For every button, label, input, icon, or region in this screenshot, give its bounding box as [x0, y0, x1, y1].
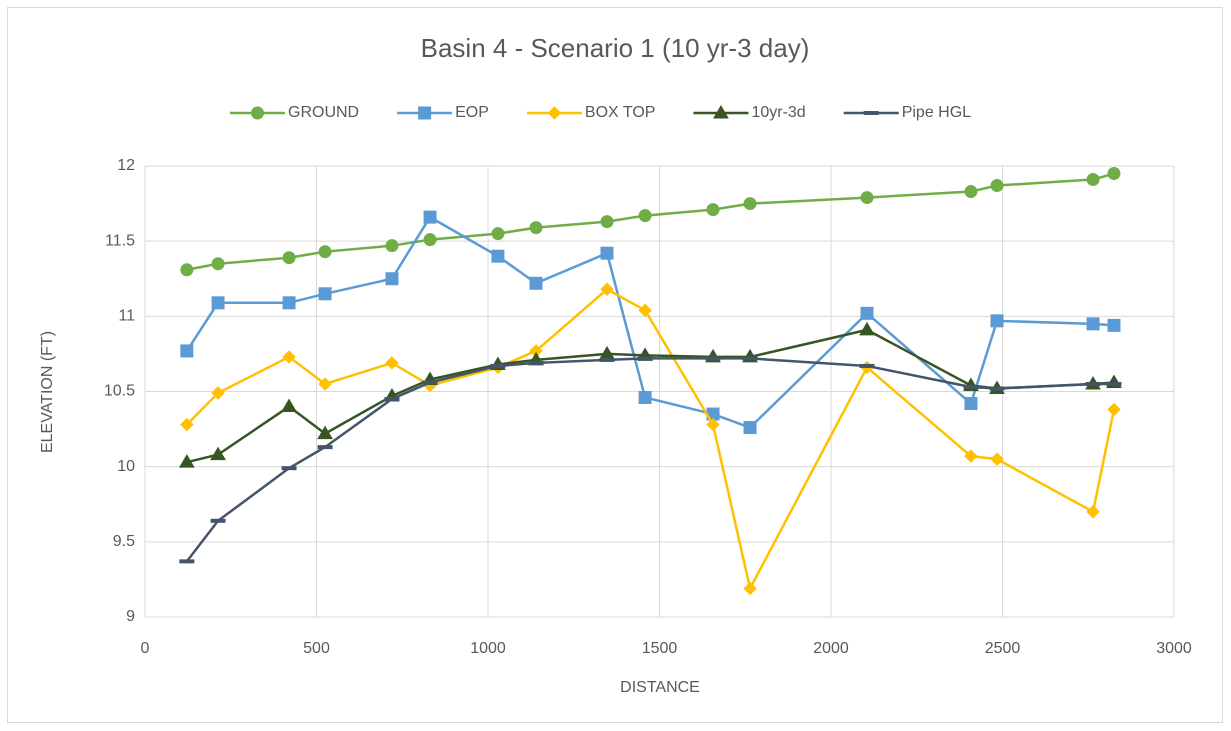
- legend-marker: [418, 106, 432, 120]
- data-point: [491, 227, 505, 241]
- y-tick-label: 12: [117, 157, 135, 174]
- data-point: [180, 344, 194, 358]
- data-point: [178, 454, 195, 468]
- x-tick-label: 1500: [642, 640, 678, 657]
- data-point: [743, 581, 757, 596]
- data-point: [859, 363, 875, 368]
- y-tick-label: 11: [118, 308, 135, 325]
- data-point: [385, 272, 399, 286]
- data-point: [964, 185, 978, 199]
- data-point: [211, 257, 225, 271]
- data-point: [705, 356, 721, 361]
- data-point: [491, 249, 505, 263]
- x-tick-label: 3000: [1156, 640, 1192, 657]
- data-point: [211, 386, 225, 400]
- data-point: [317, 445, 333, 450]
- data-point: [742, 356, 758, 361]
- data-point: [743, 197, 757, 211]
- data-point: [422, 380, 438, 385]
- data-point: [210, 446, 226, 461]
- data-point: [490, 363, 506, 368]
- chart-border: [7, 7, 1223, 723]
- data-point: [1107, 318, 1121, 332]
- data-point: [1085, 381, 1101, 386]
- legend-label: EOP: [455, 104, 489, 121]
- data-point: [964, 397, 978, 411]
- legend-marker: [547, 106, 562, 120]
- data-point: [180, 263, 194, 277]
- data-point: [599, 357, 615, 362]
- y-tick-label: 9.5: [113, 533, 135, 550]
- data-point: [318, 377, 332, 391]
- data-point: [600, 215, 614, 229]
- data-point: [180, 417, 194, 432]
- y-tick-label: 9: [126, 608, 135, 625]
- data-point: [528, 360, 544, 365]
- legend-label: Pipe HGL: [902, 104, 971, 121]
- data-point: [706, 203, 720, 217]
- data-point: [281, 466, 297, 471]
- data-point: [529, 221, 543, 235]
- legend-marker: [251, 106, 264, 120]
- x-axis-label: DISTANCE: [620, 679, 700, 696]
- data-point: [638, 209, 652, 223]
- legend-marker: [713, 105, 729, 119]
- x-tick-label: 500: [303, 640, 330, 657]
- y-tick-label: 10.5: [104, 383, 135, 400]
- data-point: [963, 384, 979, 389]
- y-tick-label: 10: [117, 458, 135, 475]
- data-point: [385, 239, 399, 253]
- legend-label: GROUND: [288, 104, 359, 121]
- data-point: [706, 417, 720, 432]
- data-point: [1107, 402, 1121, 417]
- data-point: [384, 397, 400, 402]
- data-point: [1086, 317, 1100, 331]
- data-point: [281, 398, 297, 413]
- x-tick-label: 2500: [985, 640, 1021, 657]
- legend-label: 10yr-3d: [751, 104, 805, 121]
- data-point: [423, 210, 437, 224]
- data-point: [529, 276, 543, 290]
- data-point: [638, 303, 652, 318]
- data-point: [1086, 173, 1100, 187]
- y-tick-label: 11.5: [105, 232, 135, 249]
- data-point: [859, 321, 875, 336]
- data-point: [1086, 505, 1100, 519]
- data-point: [638, 391, 652, 405]
- data-point: [743, 421, 757, 435]
- data-point: [600, 282, 614, 296]
- data-point: [211, 296, 225, 310]
- data-point: [385, 356, 399, 370]
- data-point: [210, 518, 226, 523]
- data-point: [989, 386, 1005, 391]
- data-point: [282, 296, 296, 310]
- data-point: [282, 251, 296, 265]
- x-tick-label: 0: [141, 640, 150, 657]
- data-point: [423, 233, 437, 247]
- data-point: [1106, 381, 1122, 386]
- data-point: [317, 425, 333, 440]
- data-point: [1107, 167, 1121, 181]
- data-point: [990, 452, 1004, 466]
- data-point: [964, 449, 978, 463]
- data-point: [637, 356, 653, 361]
- chart-title: Basin 4 - Scenario 1 (10 yr-3 day): [421, 33, 810, 63]
- y-axis-label: ELEVATION (FT): [39, 331, 56, 453]
- data-point: [179, 559, 195, 564]
- data-point: [600, 246, 614, 260]
- data-point: [860, 306, 874, 320]
- legend-marker: [863, 111, 879, 115]
- legend-label: BOX TOP: [585, 104, 656, 121]
- data-point: [990, 179, 1004, 193]
- data-point: [318, 245, 332, 259]
- data-point: [282, 350, 296, 364]
- data-point: [990, 314, 1004, 328]
- data-point: [318, 287, 332, 301]
- data-point: [860, 191, 874, 205]
- x-tick-label: 2000: [813, 640, 849, 657]
- x-tick-label: 1000: [470, 640, 506, 657]
